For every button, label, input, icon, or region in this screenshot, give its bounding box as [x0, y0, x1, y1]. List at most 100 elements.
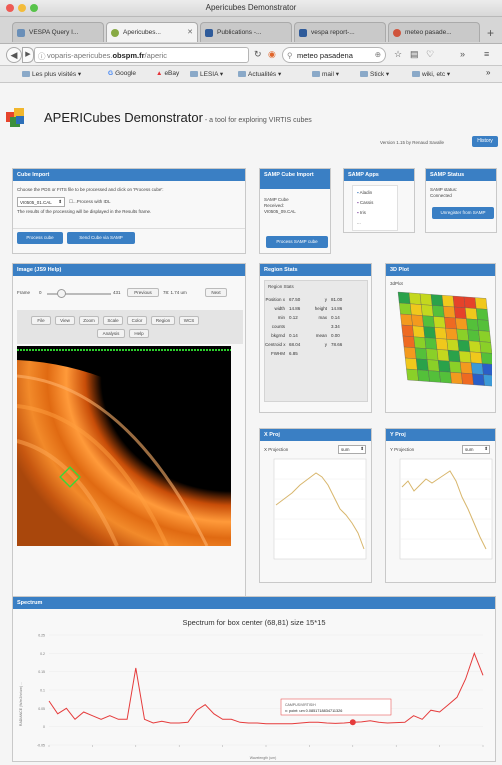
bookmark-mail[interactable]: mail ▾	[312, 70, 339, 78]
js9-image-display[interactable]	[17, 346, 231, 546]
tab-vespa-query[interactable]: VESPA Query I...	[12, 22, 104, 42]
stat-key: FWHM	[271, 351, 285, 356]
plot-area	[399, 458, 493, 560]
bookmarks-overflow-icon[interactable]: »	[486, 68, 491, 77]
process-with-idl-checkbox[interactable]: ☐...Process with IDL	[69, 199, 111, 204]
samp-apps-list[interactable]: ▪ Aladin ▪ Cassis ▪ Iris ...	[352, 185, 398, 231]
xproj-plot[interactable]	[264, 457, 368, 567]
panel-title: SAMP Status	[426, 169, 496, 181]
tab-meteo[interactable]: meteo pasade...	[388, 22, 480, 42]
yproj-plot[interactable]	[390, 457, 494, 567]
bookmark-most-visited[interactable]: Les plus visités ▾	[22, 70, 81, 78]
pocket-icon[interactable]: ♡	[426, 49, 435, 59]
y-tick-label: 0.1	[40, 689, 45, 693]
new-tab-icon[interactable]: +	[486, 26, 494, 40]
js9-menu-view[interactable]: View	[55, 316, 75, 325]
surface-cell	[399, 302, 412, 315]
bookmark-wiki[interactable]: wiki, etc ▾	[412, 70, 450, 78]
region-stats-panel: Region Stats Region Stats Position x 67.5…	[259, 263, 372, 413]
xproj-subtitle: X Projection	[264, 447, 289, 452]
gridlines	[400, 478, 492, 540]
cursor-point[interactable]	[349, 719, 356, 726]
tab-publications[interactable]: Publications -...	[200, 22, 292, 42]
spectrum-chart[interactable]: Spectrum for box center (68,81) size 15*…	[13, 609, 495, 761]
tab-apericubes[interactable]: Apericubes... ✕	[106, 22, 198, 42]
forward-icon[interactable]: ▶	[22, 47, 34, 63]
js9-menu-analysis[interactable]: Analysis	[97, 329, 125, 338]
samp-app-iris[interactable]: ▪ Iris	[357, 210, 366, 215]
bookmark-ebay[interactable]: ▲ eBay	[156, 70, 180, 77]
bookmark-actualites[interactable]: Actualités ▾	[238, 70, 281, 78]
folder-icon	[360, 71, 368, 77]
bookmark-star-icon[interactable]: ☆	[394, 49, 403, 59]
cube-file-select[interactable]: VI0505_01.CAL ⬍	[17, 197, 65, 207]
samp-app-cassis[interactable]: ▪ Cassis	[357, 200, 374, 205]
process-cube-button[interactable]: Process cube	[17, 232, 63, 244]
search-go-icon[interactable]: ⊕	[374, 50, 381, 59]
js9-menubar: File View Zoom Scale Color Region WCS An…	[17, 310, 243, 344]
tab-vespa-report[interactable]: vespa report-...	[294, 22, 386, 42]
surface-cell	[452, 295, 466, 308]
js9-menu-wcs[interactable]: WCS	[179, 316, 199, 325]
library-icon[interactable]: ▤	[410, 49, 419, 59]
surface-cell	[406, 368, 419, 381]
tab-favicon	[299, 29, 307, 37]
chevron-down-icon: ⬍	[58, 199, 62, 204]
stat-key: bkgrnd	[271, 333, 285, 338]
process-samp-cube-button[interactable]: Process SAMP cube	[266, 236, 328, 248]
js9-menu-zoom[interactable]: Zoom	[79, 316, 99, 325]
surface-cell	[469, 351, 483, 364]
surface-cell	[478, 330, 491, 343]
minimize-window-button[interactable]	[18, 4, 26, 12]
surface-cell	[413, 336, 427, 349]
surface-cell	[435, 338, 449, 351]
window-titlebar: Apericubes Demonstrator	[0, 0, 502, 17]
spectrum-line	[48, 651, 484, 725]
send-cube-samp-button[interactable]: Send Cube via SAMP	[67, 232, 135, 244]
overflow-icon[interactable]: »	[460, 49, 466, 59]
frame-slider-handle[interactable]	[57, 289, 66, 298]
yproj-method-select[interactable]: sum ⬍	[462, 445, 490, 454]
surface-cell	[460, 361, 473, 374]
tab-favicon	[111, 29, 119, 37]
back-icon[interactable]: ◀	[6, 47, 22, 63]
frame-max: 431	[113, 290, 121, 295]
js9-menu-scale[interactable]: Scale	[103, 316, 123, 325]
menu-icon[interactable]: ≡	[484, 49, 490, 59]
surface-cell	[422, 315, 435, 328]
tab-favicon	[393, 29, 401, 37]
bookmark-stick[interactable]: Stick ▾	[360, 70, 389, 78]
next-frame-button[interactable]: Next	[205, 288, 227, 297]
surface-cell	[408, 292, 422, 305]
search-engine-icon[interactable]: ◉	[268, 49, 276, 59]
close-tab-icon[interactable]: ✕	[187, 29, 193, 36]
chevron-down-icon: ⬍	[360, 446, 364, 451]
unregister-samp-button[interactable]: Unregister from SAMP	[432, 207, 494, 219]
xproj-method-select[interactable]: sum ⬍	[338, 445, 366, 454]
surface-plot-3d[interactable]	[390, 288, 492, 388]
close-window-button[interactable]	[6, 4, 14, 12]
bookmark-lesia[interactable]: LESIA ▾	[190, 70, 223, 78]
js9-menu-help[interactable]: Help	[129, 329, 149, 338]
frame-slider-track[interactable]	[47, 293, 111, 295]
bookmark-google[interactable]: G Google	[108, 70, 137, 77]
samp-status-panel: SAMP Status SAMP status: Connected Unreg…	[425, 168, 497, 233]
js9-menu-color[interactable]: Color	[127, 316, 147, 325]
url-bar[interactable]: ⓘ voparis-apericubes.obspm.fr/aperic	[34, 47, 249, 63]
box-region[interactable]	[59, 466, 81, 488]
samp-received-file: VI0505_09.CAL	[264, 209, 296, 214]
previous-frame-button[interactable]: Previous	[127, 288, 159, 297]
region-stats-box: Region Stats Position x 67.50 y 81.00 width 1…	[264, 280, 368, 402]
js9-menu-file[interactable]: File	[31, 316, 51, 325]
reload-icon[interactable]: ↻	[254, 49, 262, 59]
zoom-window-button[interactable]	[30, 4, 38, 12]
cube-import-panel: Cube Import Choose the PDS or FITS file …	[12, 168, 246, 254]
history-button[interactable]: History	[472, 136, 498, 147]
url-host: voparis-apericubes.	[47, 51, 113, 60]
samp-status-value: Connected	[430, 193, 452, 198]
frame-min: 0	[39, 290, 42, 295]
samp-app-aladin[interactable]: ▪ Aladin	[357, 190, 373, 195]
apericubes-logo-icon	[6, 108, 24, 127]
js9-menu-region[interactable]: Region	[151, 316, 175, 325]
search-input[interactable]: ⚲ meteo pasadena ⊕	[282, 47, 386, 63]
